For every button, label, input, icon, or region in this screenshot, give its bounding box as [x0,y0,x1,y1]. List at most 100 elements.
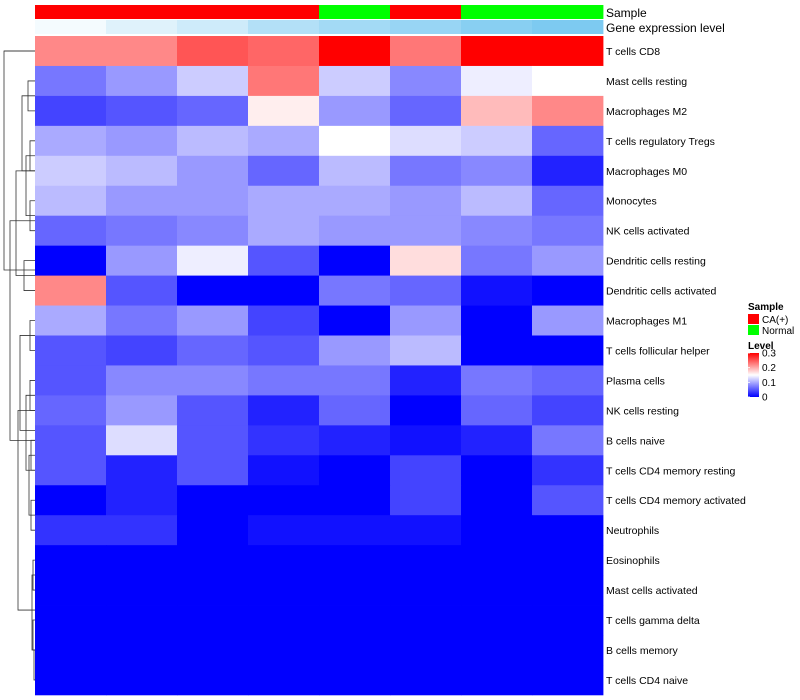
annotation-cell-expression-1 [106,20,178,34]
legend-sample-title: Sample [748,302,784,313]
heatmap-cell-10-1 [106,335,178,366]
heatmap-cell-7-3 [248,245,320,276]
heatmap-cell-12-7 [532,395,604,426]
heatmap-cell-15-1 [106,485,178,516]
heatmap-cell-2-0 [35,95,107,127]
heatmap-cell-0-1 [106,36,178,67]
heatmap-cell-8-1 [106,275,178,306]
heatmap-cell-13-0 [35,425,107,456]
annotation-cell-sample-2 [177,5,249,19]
annotation-cell-sample-6 [461,5,533,19]
row-labels: T cells CD8 Mast cells resting Macrophages… [606,46,746,687]
heatmap-cell-14-4 [319,455,391,486]
heatmap-cell-13-4 [319,425,391,456]
heatmap-cell-2-5 [390,95,462,127]
heatmap-cell-20-2 [177,635,249,666]
row-label-15: T cells CD4 memory activated [606,495,746,507]
heatmap-cell-1-7 [532,65,604,97]
legend-level-title: Level [748,341,774,352]
legend-sample-label-1: Normal [762,326,794,337]
heatmap-cell-6-2 [177,215,249,247]
heatmap-cell-10-5 [390,335,462,366]
annotation-cell-expression-6 [461,20,533,34]
heatmap-cell-11-7 [532,365,604,396]
heatmap-cell-2-2 [177,95,249,127]
row-label-5: Monocytes [606,196,657,208]
heatmap-cell-0-6 [461,36,533,67]
heatmap-cell-9-2 [177,305,249,336]
heatmap-cell-9-6 [461,305,533,336]
heatmap-cell-17-7 [532,545,604,576]
heatmap-cell-15-3 [248,485,320,516]
heatmap-cell-11-5 [390,365,462,396]
dendrogram-branch-14 [19,335,35,431]
heatmap-cell-8-2 [177,275,249,306]
row-label-17: Eosinophils [606,555,660,567]
heatmap-cell-16-4 [319,515,391,546]
heatmap-cell-4-4 [319,155,391,187]
dendrogram-branch-16 [32,619,35,651]
heatmap-cell-0-0 [35,36,107,67]
heatmap-cell-4-6 [461,155,533,187]
row-label-7: Dendritic cells resting [606,256,706,268]
heatmap-cell-17-5 [390,545,462,576]
heatmap-cell-21-3 [248,664,320,696]
heatmap-cell-20-5 [390,635,462,666]
dendrogram-branch-7 [15,170,35,276]
heatmap-cell-10-7 [532,335,604,366]
heatmap-cell-16-3 [248,515,320,546]
heatmap-cell-19-2 [177,605,249,636]
heatmap-cell-18-0 [35,575,107,606]
heatmap-cell-17-2 [177,545,249,576]
heatmap-cell-9-3 [248,305,320,336]
dendrogram-branch-5 [21,95,35,172]
heatmap-cell-19-5 [390,605,462,636]
heatmap-cell-16-5 [390,515,462,546]
heatmap-cell-7-6 [461,245,533,276]
dendrogram-branch-19 [17,410,35,611]
row-dendrogram [3,50,35,681]
heatmap-cell-5-3 [248,185,320,217]
heatmap-cell-10-2 [177,335,249,366]
annotation-cell-sample-1 [106,5,178,19]
heatmap-cell-18-5 [390,575,462,606]
heatmap-cell-17-6 [461,545,533,576]
heatmap-cell-17-1 [106,545,178,576]
heatmap-cell-13-2 [177,425,249,456]
heatmap-cell-11-4 [319,365,391,396]
heatmap-cell-6-3 [248,215,320,247]
annotation-cell-expression-5 [390,20,462,34]
row-label-2: Macrophages M2 [606,106,687,118]
annotation-cell-expression-7 [532,20,604,34]
heatmap-cell-13-5 [390,425,462,456]
heatmap-cell-15-5 [390,485,462,516]
heatmap-cell-3-6 [461,125,533,157]
legend-level-label-1: 0.2 [762,363,776,374]
heatmap-cell-13-7 [532,425,604,456]
heatmap-cell-14-7 [532,455,604,486]
dendrogram-branch-12 [28,454,35,516]
annotation-cell-sample-7 [532,5,604,19]
heatmap-cell-11-3 [248,365,320,396]
heatmap-cell-8-4 [319,275,391,306]
heatmap-cell-7-7 [532,245,604,276]
heatmap-cell-3-4 [319,125,391,157]
heatmap-cell-14-6 [461,455,533,486]
heatmap-cell-17-0 [35,545,107,576]
heatmap-cell-20-6 [461,635,533,666]
heatmap-cell-12-1 [106,395,178,426]
heatmap-cell-16-0 [35,515,107,546]
heatmap-cell-9-4 [319,305,391,336]
heatmap-cell-6-4 [319,215,391,247]
heatmap-cell-19-7 [532,605,604,636]
heatmap-cell-5-0 [35,185,107,217]
dendrogram-branch-17 [33,649,35,681]
dendrogram-branch-20 [9,220,35,441]
row-label-21: T cells CD4 naive [606,675,688,687]
row-label-16: Neutrophils [606,525,659,537]
heatmap-cell-12-6 [461,395,533,426]
heatmap-cell-18-6 [461,575,533,606]
row-label-10: T cells follicular helper [606,345,710,357]
heatmap-cell-4-0 [35,155,107,187]
heatmap-cell-20-3 [248,635,320,666]
